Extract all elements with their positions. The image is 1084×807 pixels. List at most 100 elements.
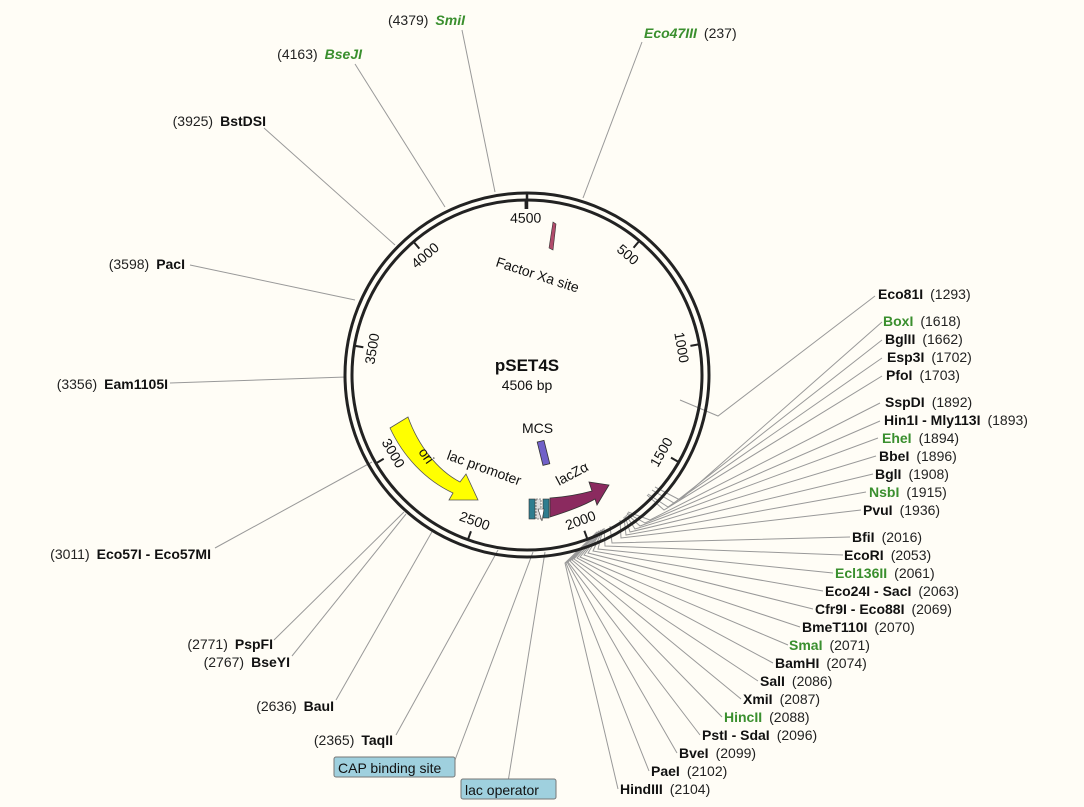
leader-eco47iii — [582, 41, 643, 199]
leader-hin1i — [626, 420, 881, 524]
ori-arrow — [389, 416, 479, 501]
leader-psti — [567, 531, 701, 736]
site-paci: (3598) PacI — [109, 256, 185, 272]
tick-label: 1500 — [647, 434, 676, 469]
lac-operator-marker — [528, 498, 536, 520]
factor-xa-label: Factor Xa site — [494, 254, 581, 296]
leader-nsbi — [623, 491, 867, 536]
leader-taqii — [395, 549, 499, 736]
tick-label: 2500 — [457, 508, 492, 534]
leader-lines — [169, 29, 883, 790]
tick-mark — [375, 457, 385, 465]
leader-cfr9i — [587, 529, 814, 610]
promoter-small-arrow — [537, 508, 545, 522]
site-bglii: BglII (1662) — [885, 331, 963, 347]
leader-ecori — [603, 527, 844, 556]
site-bseji: (4163) BseJI — [277, 46, 363, 62]
leader-bseji — [354, 63, 446, 208]
leader-eco24i — [592, 528, 824, 592]
site-smil: (4379) SmiI — [388, 12, 466, 28]
site-taqii: (2365) TaqII — [314, 732, 393, 748]
factor-xa-marker — [548, 221, 557, 251]
leader-bbei — [625, 455, 877, 530]
site-bmet110i: BmeT110I (2070) — [802, 619, 915, 635]
site-pfoi: PfoI (1703) — [886, 367, 960, 383]
cap-binding-site-label: CAP binding site — [338, 760, 441, 776]
site-hin1i: Hin1I - Mly113I (1893) — [884, 412, 1028, 428]
ori-label: ori — [416, 445, 438, 467]
lacza-arrow — [549, 481, 610, 518]
leader-pvui — [619, 509, 862, 539]
leader-eco81i — [679, 295, 876, 417]
lac-operator-box — [460, 778, 557, 800]
leader-ecl136ii — [597, 528, 834, 574]
leader-bfii — [609, 525, 851, 544]
site-hincii: HincII (2088) — [724, 709, 810, 725]
leader-pfoi — [646, 375, 883, 511]
leader-sspdi — [627, 402, 881, 521]
tick-mark — [690, 343, 700, 347]
leader-smai — [579, 529, 789, 646]
tick-label: 3500 — [361, 332, 382, 366]
mcs-marker — [536, 439, 551, 466]
leader-eam1105i — [169, 376, 347, 384]
site-boxi: BoxI (1618) — [883, 313, 961, 329]
site-paei: PaeI (2102) — [651, 763, 727, 779]
site-bfii: BfiI (2016) — [852, 529, 922, 545]
lacza-label: lacZα — [553, 458, 591, 488]
mcs-label: MCS — [522, 420, 553, 436]
tick-mark — [583, 530, 589, 540]
site-eco47iii: Eco47III (237) — [644, 25, 737, 41]
leader-hindiii — [564, 531, 619, 790]
leader-bamhi — [576, 529, 774, 664]
tick-label: 500 — [614, 241, 642, 268]
site-bbei: BbeI (1896) — [879, 448, 957, 464]
promoter-marker — [542, 498, 550, 519]
site-pvui: PvuI (1936) — [863, 502, 940, 518]
site-ecori: EcoRI (2053) — [844, 547, 931, 563]
site-nsbi: NsbI (1915) — [869, 484, 947, 500]
site-smai: SmaI (2071) — [789, 637, 870, 653]
site-xmii: XmiI (2087) — [743, 691, 820, 707]
site-eco57i: (3011) Eco57I - Eco57MI — [50, 546, 211, 562]
tick-mark — [670, 456, 680, 463]
leader-bgli — [624, 473, 874, 533]
site-esp3i: Esp3I (1702) — [887, 349, 972, 365]
cap-binding-site-box — [333, 756, 456, 778]
site-ecl136ii: Ecl136II (2061) — [835, 565, 935, 581]
site-eam1105i: (3356) Eam1105I — [57, 376, 168, 392]
tick-mark — [466, 530, 472, 541]
site-sali: SalI (2086) — [760, 673, 832, 689]
site-bstdsi: (3925) BstDSI — [173, 113, 266, 129]
backbone-outer-ring — [343, 191, 711, 559]
leader-ehei — [626, 437, 879, 527]
leader-pspfi — [273, 511, 405, 641]
site-bseyi: (2767) BseYI — [204, 654, 290, 670]
site-cfr9i: Cfr9I - Eco88I (2069) — [815, 601, 952, 617]
leader-lacop — [507, 551, 546, 783]
leader-baui — [335, 529, 434, 701]
site-bgli: BglI (1908) — [875, 466, 949, 482]
site-eco24i: Eco24I - SacI (2063) — [825, 583, 959, 599]
site-bamhi: BamHI (2074) — [775, 655, 867, 671]
leader-smil — [461, 29, 496, 193]
site-pspfi: (2771) PspFI — [187, 636, 273, 652]
site-eco81i: Eco81I (1293) — [878, 286, 971, 302]
tick-mark — [412, 241, 421, 250]
leader-cap — [454, 551, 534, 761]
site-psti: PstI - SdaI (2096) — [702, 727, 817, 743]
leader-bstdsi — [263, 127, 396, 246]
leader-eco57i — [214, 461, 373, 549]
plasmid-name: pSET4S — [495, 356, 559, 375]
site-sspdi: SspDI (1892) — [885, 394, 972, 410]
tick-mark — [354, 344, 364, 349]
site-baui: (2636) BauI — [256, 698, 334, 714]
site-ehei: EheI (1894) — [882, 430, 959, 446]
plasmid-size: 4506 bp — [502, 377, 553, 393]
leader-paci — [189, 264, 356, 301]
site-hindiii: HindIII (2104) — [620, 781, 710, 797]
tick-label: 1000 — [671, 331, 692, 365]
